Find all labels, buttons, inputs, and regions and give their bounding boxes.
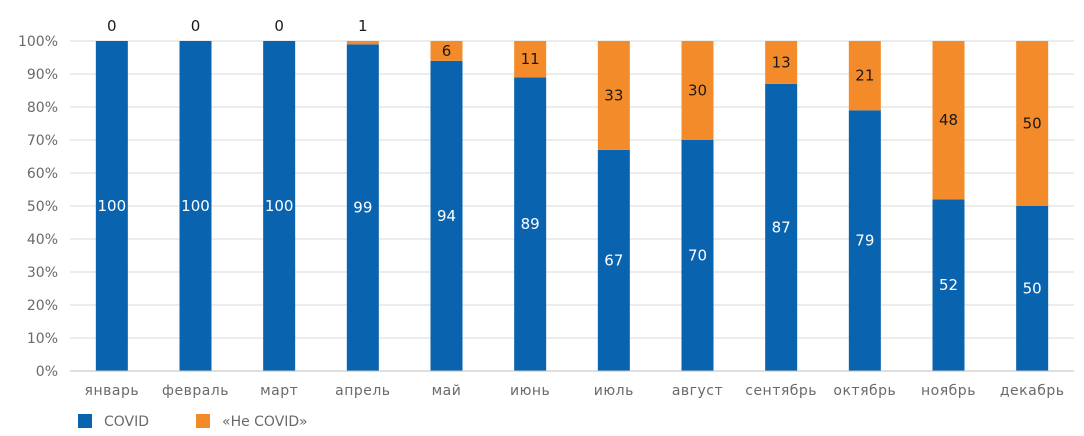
legend-label: «Не COVID» (222, 414, 308, 430)
y-tick-label: 40% (27, 232, 58, 248)
x-tick-label: май (432, 383, 462, 399)
bar-segment-non-covid (765, 41, 798, 84)
y-tick-label: 0% (36, 364, 58, 380)
x-tick-label: февраль (162, 383, 229, 399)
data-label: 30 (688, 82, 707, 100)
y-tick-label: 10% (27, 331, 58, 347)
y-tick-label: 60% (27, 166, 58, 182)
bar-segment-covid (95, 41, 128, 371)
data-label: 79 (855, 232, 874, 250)
x-tick-label: октябрь (833, 383, 896, 399)
data-label: 100 (265, 197, 294, 215)
x-tick-label: март (260, 383, 298, 399)
data-label: 50 (1023, 115, 1042, 133)
bar-segment-covid (1016, 206, 1049, 371)
data-label: 52 (939, 276, 958, 294)
y-tick-label: 20% (27, 298, 58, 314)
data-label: 0 (191, 17, 201, 35)
bar-segment-covid (430, 60, 463, 372)
y-tick-label: 30% (27, 265, 58, 281)
bar-segment-covid (179, 41, 212, 371)
data-label: 89 (521, 215, 540, 233)
data-label: 6 (442, 42, 452, 60)
data-label: 11 (521, 50, 540, 68)
x-axis: январь февраль март апрель май июнь июль август… (70, 370, 1074, 399)
y-tick-label: 50% (27, 199, 58, 215)
bar-segment-non-covid (932, 41, 965, 200)
data-label: 94 (437, 207, 456, 225)
y-tick-label: 100% (18, 34, 58, 50)
bar-segment-covid (597, 149, 630, 371)
bars (95, 41, 1049, 372)
data-label: 0 (274, 17, 284, 35)
bar-segment-covid (848, 110, 881, 372)
data-label: 13 (772, 53, 791, 71)
bar-segment-covid (681, 140, 714, 371)
legend-label: COVID (104, 414, 149, 430)
y-tick-label: 90% (27, 67, 58, 83)
data-label: 100 (98, 197, 127, 215)
data-label: 48 (939, 111, 958, 129)
data-label: 50 (1023, 280, 1042, 298)
gridlines (70, 40, 1074, 372)
data-label: 1 (358, 17, 368, 35)
data-label: 87 (772, 218, 791, 236)
data-label: 70 (688, 247, 707, 265)
bar-segment-covid (346, 44, 379, 372)
legend-swatch (78, 414, 92, 428)
data-label: 0 (107, 17, 117, 35)
bar-segment-non-covid (514, 41, 547, 78)
bar-segment-non-covid (681, 41, 714, 140)
data-label: 100 (181, 197, 210, 215)
bar-segment-non-covid (1016, 41, 1049, 206)
legend: COVID «Не COVID» (78, 414, 308, 430)
data-label: 67 (604, 251, 623, 269)
data-label: 99 (353, 199, 372, 217)
bar-segment-covid (263, 41, 296, 371)
bar-segment-non-covid (346, 41, 379, 45)
x-tick-label: декабрь (1000, 383, 1065, 399)
bar-segment-non-covid (430, 41, 463, 61)
data-label: 21 (855, 67, 874, 85)
bar-segment-covid (765, 83, 798, 372)
x-tick-label: сентябрь (745, 383, 817, 399)
x-tick-label: январь (85, 383, 140, 399)
y-tick-label: 80% (27, 100, 58, 116)
data-labels: 100 0 100 0 100 0 99 1 94 6 89 11 67 33 70 30 87 13 79 21 52… (98, 17, 1042, 298)
bar-segment-covid (932, 199, 965, 371)
x-tick-label: август (672, 383, 723, 399)
x-tick-label: июнь (510, 383, 550, 399)
x-tick-label: ноябрь (921, 383, 976, 399)
bar-segment-non-covid (848, 41, 881, 111)
legend-swatch (196, 414, 210, 428)
x-tick-label: апрель (335, 383, 390, 399)
x-tick-label: июль (594, 383, 634, 399)
bar-segment-non-covid (597, 41, 630, 150)
y-axis: 0% 10% 20% 30% 40% 50% 60% 70% 80% 90% 100% (18, 34, 58, 380)
y-tick-label: 70% (27, 133, 58, 149)
data-label: 33 (604, 86, 623, 104)
bar-segment-covid (514, 77, 547, 372)
